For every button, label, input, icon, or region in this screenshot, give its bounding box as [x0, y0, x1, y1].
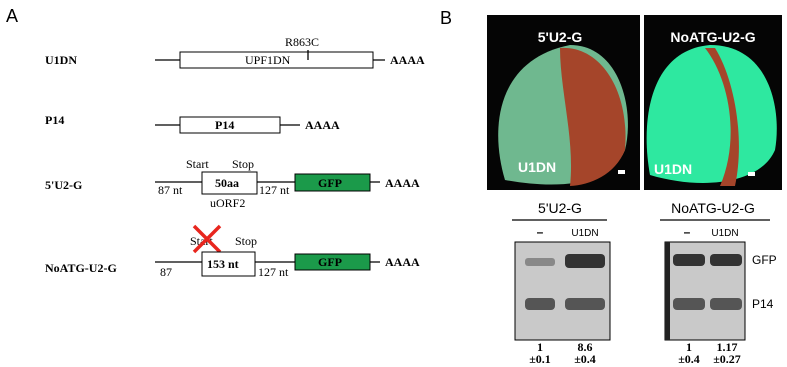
band-label: P14 [752, 297, 774, 311]
lane-label: – [684, 225, 691, 239]
leaf-vein [705, 48, 739, 186]
tail: AAAA [385, 176, 420, 190]
quant-error: ±0.1 [529, 352, 551, 366]
box [179, 51, 374, 69]
panel-label: B [440, 8, 452, 28]
quant: 8.6 [578, 340, 593, 354]
box-label: P14 [215, 118, 234, 132]
quant: 1 [686, 340, 692, 354]
quant-error: ±0.27 [713, 352, 741, 366]
panel-a: A U1DN UPF1DN R863C AAAA P14 P14 AAAA 5'… [6, 6, 425, 279]
construct-name: P14 [45, 113, 64, 127]
band [525, 298, 555, 310]
band-label: GFP [752, 253, 777, 267]
panel-label: A [6, 6, 18, 26]
tail: AAAA [305, 118, 340, 132]
box [201, 251, 256, 277]
blot-title: NoATG-U2-G [671, 200, 755, 216]
band [525, 258, 555, 266]
stop: Stop [235, 234, 257, 248]
start: Start [186, 157, 209, 171]
leaf [646, 45, 777, 183]
reporter-label: GFP [318, 255, 342, 269]
lane-label: – [537, 225, 544, 239]
right-label: 127 nt [258, 265, 289, 279]
construct-name: NoATG-U2-G [45, 261, 117, 275]
box [201, 171, 258, 195]
box-label: UPF1DN [245, 53, 291, 67]
cross [192, 224, 222, 254]
scale-bar [618, 170, 625, 174]
band [673, 298, 705, 310]
panel-b: B 5'U2-G NoATG-U2-G U1DN U1DN 5'U2-G – U… [440, 8, 782, 366]
quant: 1.17 [717, 340, 738, 354]
quant: 1 [537, 340, 543, 354]
quant-error: ±0.4 [574, 352, 596, 366]
construct-name: U1DN [45, 53, 77, 67]
mutation: R863C [285, 35, 319, 49]
construct-name: 5'U2-G [45, 178, 82, 192]
scale-bar [748, 172, 755, 176]
below-label: uORF2 [210, 196, 245, 210]
box-label: 153 nt [207, 257, 239, 271]
leaf-label: U1DN [518, 159, 556, 175]
reporter [294, 173, 371, 192]
band [565, 254, 605, 268]
stop: Stop [232, 157, 254, 171]
blot-title: 5'U2-G [538, 200, 582, 216]
leaf-title: 5'U2-G [538, 29, 583, 45]
left-label: 87 [160, 265, 172, 279]
band [710, 298, 742, 310]
quant-error: ±0.4 [678, 352, 700, 366]
tail: AAAA [390, 53, 425, 67]
leaf-title: NoATG-U2-G [670, 29, 755, 45]
tail: AAAA [385, 255, 420, 269]
box-label: 50aa [215, 176, 239, 190]
left-label: 87 nt [158, 183, 183, 197]
right-label: 127 nt [259, 183, 290, 197]
lane-label: U1DN [711, 228, 738, 239]
box [179, 116, 281, 134]
leaf-sector [560, 47, 626, 186]
band [673, 254, 705, 266]
band [710, 254, 742, 266]
lane-label: U1DN [571, 228, 598, 239]
blot-edge [665, 242, 670, 340]
reporter [294, 253, 371, 271]
leaf-label: U1DN [654, 161, 692, 177]
band [565, 298, 605, 310]
reporter-label: GFP [318, 176, 342, 190]
